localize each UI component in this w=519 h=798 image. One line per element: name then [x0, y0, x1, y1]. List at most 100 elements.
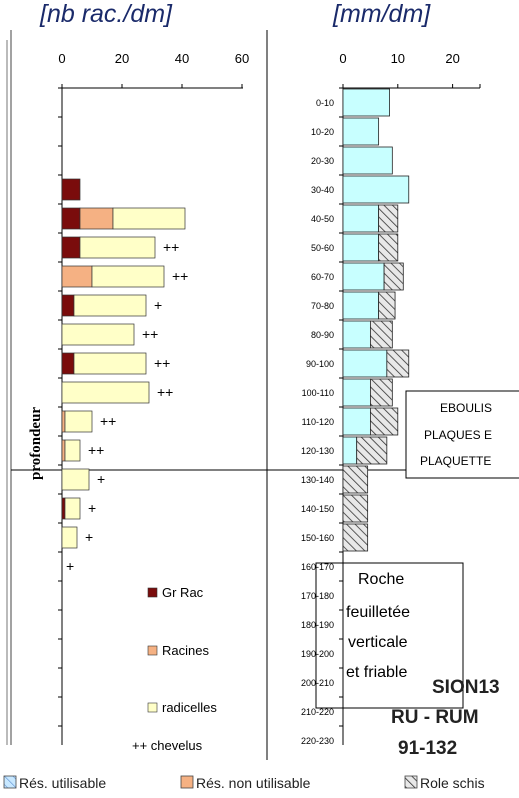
legend-label-radicelles: radicelles [162, 700, 217, 715]
right-bar-r-s-utilisable [342, 175, 410, 204]
right-bar-role-schis [369, 378, 393, 407]
depth-label: 170-180 [301, 591, 334, 601]
depth-label: 190-200 [301, 649, 334, 659]
left-xtick-label: 40 [175, 51, 189, 66]
depth-label: 210-220 [301, 707, 334, 717]
depth-label: 200-210 [301, 678, 334, 688]
left-bar-radicelles [73, 352, 147, 375]
left-bar-racines [61, 410, 66, 433]
left-bar-gr-rac [61, 236, 81, 259]
right-bar-role-schis [369, 320, 393, 349]
right-bar-role-schis [378, 204, 399, 233]
right-bar-r-s-utilisable [342, 117, 380, 146]
site-line-3: 91-132 [398, 738, 457, 759]
left-bar-radicelles [61, 323, 135, 346]
bottom-label-res-util: Rés. utilisable [19, 775, 106, 791]
left-bar-radicelles [64, 439, 81, 462]
right-bar-r-s-utilisable [342, 320, 371, 349]
depth-label: 50-60 [311, 243, 334, 253]
right-xtick-label: 0 [339, 51, 346, 66]
left-bar-racines [79, 207, 114, 230]
left-bar-gr-rac [61, 497, 66, 520]
left-bar-gr-rac [61, 207, 81, 230]
left-bar-radicelles [61, 526, 78, 549]
depth-label: 60-70 [311, 272, 334, 282]
legend-swatch-gr-rac [147, 587, 158, 598]
right-bar-role-schis [383, 262, 404, 291]
chevelus-mark: ++ [157, 384, 173, 400]
depth-label: 10-20 [311, 127, 334, 137]
chevelus-mark: ++ [163, 239, 179, 255]
depth-label: 140-150 [301, 504, 334, 514]
chevelus-mark: ++ [88, 442, 104, 458]
site-line-1: SION13 [432, 677, 500, 698]
chevelus-mark: + [88, 500, 96, 516]
chevelus-mark: ++ [142, 326, 158, 342]
depth-label: 20-30 [311, 156, 334, 166]
depth-label: 100-110 [302, 388, 334, 398]
right-bar-r-s-utilisable [342, 291, 380, 320]
right-bar-role-schis [342, 494, 369, 523]
eboulis-line-2: PLAQUES E [424, 428, 492, 442]
left-bar-radicelles [61, 468, 90, 491]
right-bar-role-schis [386, 349, 410, 378]
rock-line-4: et friable [346, 664, 407, 681]
left-bar-radicelles [112, 207, 186, 230]
left-chart-title: [nb rac./dm] [39, 0, 173, 28]
depth-label: 30-40 [311, 185, 334, 195]
depth-label: 130-140 [301, 475, 334, 485]
bottom-swatch-role [404, 775, 418, 789]
depth-label: 40-50 [311, 214, 334, 224]
chevelus-mark: ++ [154, 355, 170, 371]
left-xtick-label: 0 [58, 51, 65, 66]
depth-label: 90-100 [306, 359, 334, 369]
left-xtick-label: 60 [235, 51, 249, 66]
right-bar-r-s-utilisable [342, 146, 393, 175]
left-bar-gr-rac [61, 352, 75, 375]
chevelus-mark: + [97, 471, 105, 487]
bottom-legend: Rés. utilisable Rés. non utilisable Role… [3, 775, 485, 791]
right-bar-r-s-utilisable [342, 378, 371, 407]
left-bar-gr-rac [61, 294, 75, 317]
depth-label: 80-90 [311, 330, 334, 340]
left-bar-radicelles [91, 265, 165, 288]
rock-annotation: Roche feuilletée verticale et friable [315, 562, 464, 709]
chevelus-mark: ++ [100, 413, 116, 429]
right-bar-r-s-utilisable [342, 233, 380, 262]
right-chart: 0 10 20 0-10 10-20 20-30 30-40 40-50 50-60 60-70… [301, 51, 481, 746]
bottom-label-role: Role schis [420, 775, 485, 791]
legend-label-racines: Racines [162, 643, 209, 658]
eboulis-annotation: EBOULIS PLAQUES E PLAQUETTE [405, 390, 519, 479]
left-bar-racines [61, 265, 93, 288]
right-bar-role-schis [356, 436, 388, 465]
right-bar-role-schis [342, 465, 369, 494]
right-xtick-label: 10 [391, 51, 405, 66]
left-legend: Gr Rac Racines radicelles ++ chevelus [132, 585, 217, 753]
left-bar-radicelles [64, 410, 93, 433]
chevelus-mark: + [85, 529, 93, 545]
legend-swatch-racines [147, 645, 158, 656]
left-bar-radicelles [73, 294, 147, 317]
legend-label-chevelus: ++ chevelus [132, 738, 203, 753]
chevelus-mark: ++ [172, 268, 188, 284]
right-bar-r-s-utilisable [342, 262, 385, 291]
bottom-swatch-res-util [3, 775, 17, 789]
right-bar-role-schis [342, 523, 369, 552]
left-xtick-label: 20 [115, 51, 129, 66]
eboulis-box [405, 390, 519, 479]
right-bar-r-s-utilisable [342, 204, 380, 233]
left-bar-gr-rac [61, 178, 81, 201]
rock-line-2: feuilletée [346, 604, 410, 621]
depth-label: 160-170 [301, 562, 334, 572]
eboulis-line-3: PLAQUETTE [420, 454, 491, 468]
right-bar-r-s-utilisable [342, 88, 390, 117]
legend-label-gr-rac: Gr Rac [162, 585, 204, 600]
chevelus-mark: + [66, 558, 74, 574]
right-bar-role-schis [378, 291, 396, 320]
legend-swatch-radicelles [147, 702, 158, 713]
site-line-2: RU - RUM [391, 707, 479, 728]
ylabel-profondeur: profondeur [28, 407, 44, 480]
right-bar-r-s-utilisable [342, 407, 371, 436]
depth-label: 150-160 [301, 533, 334, 543]
